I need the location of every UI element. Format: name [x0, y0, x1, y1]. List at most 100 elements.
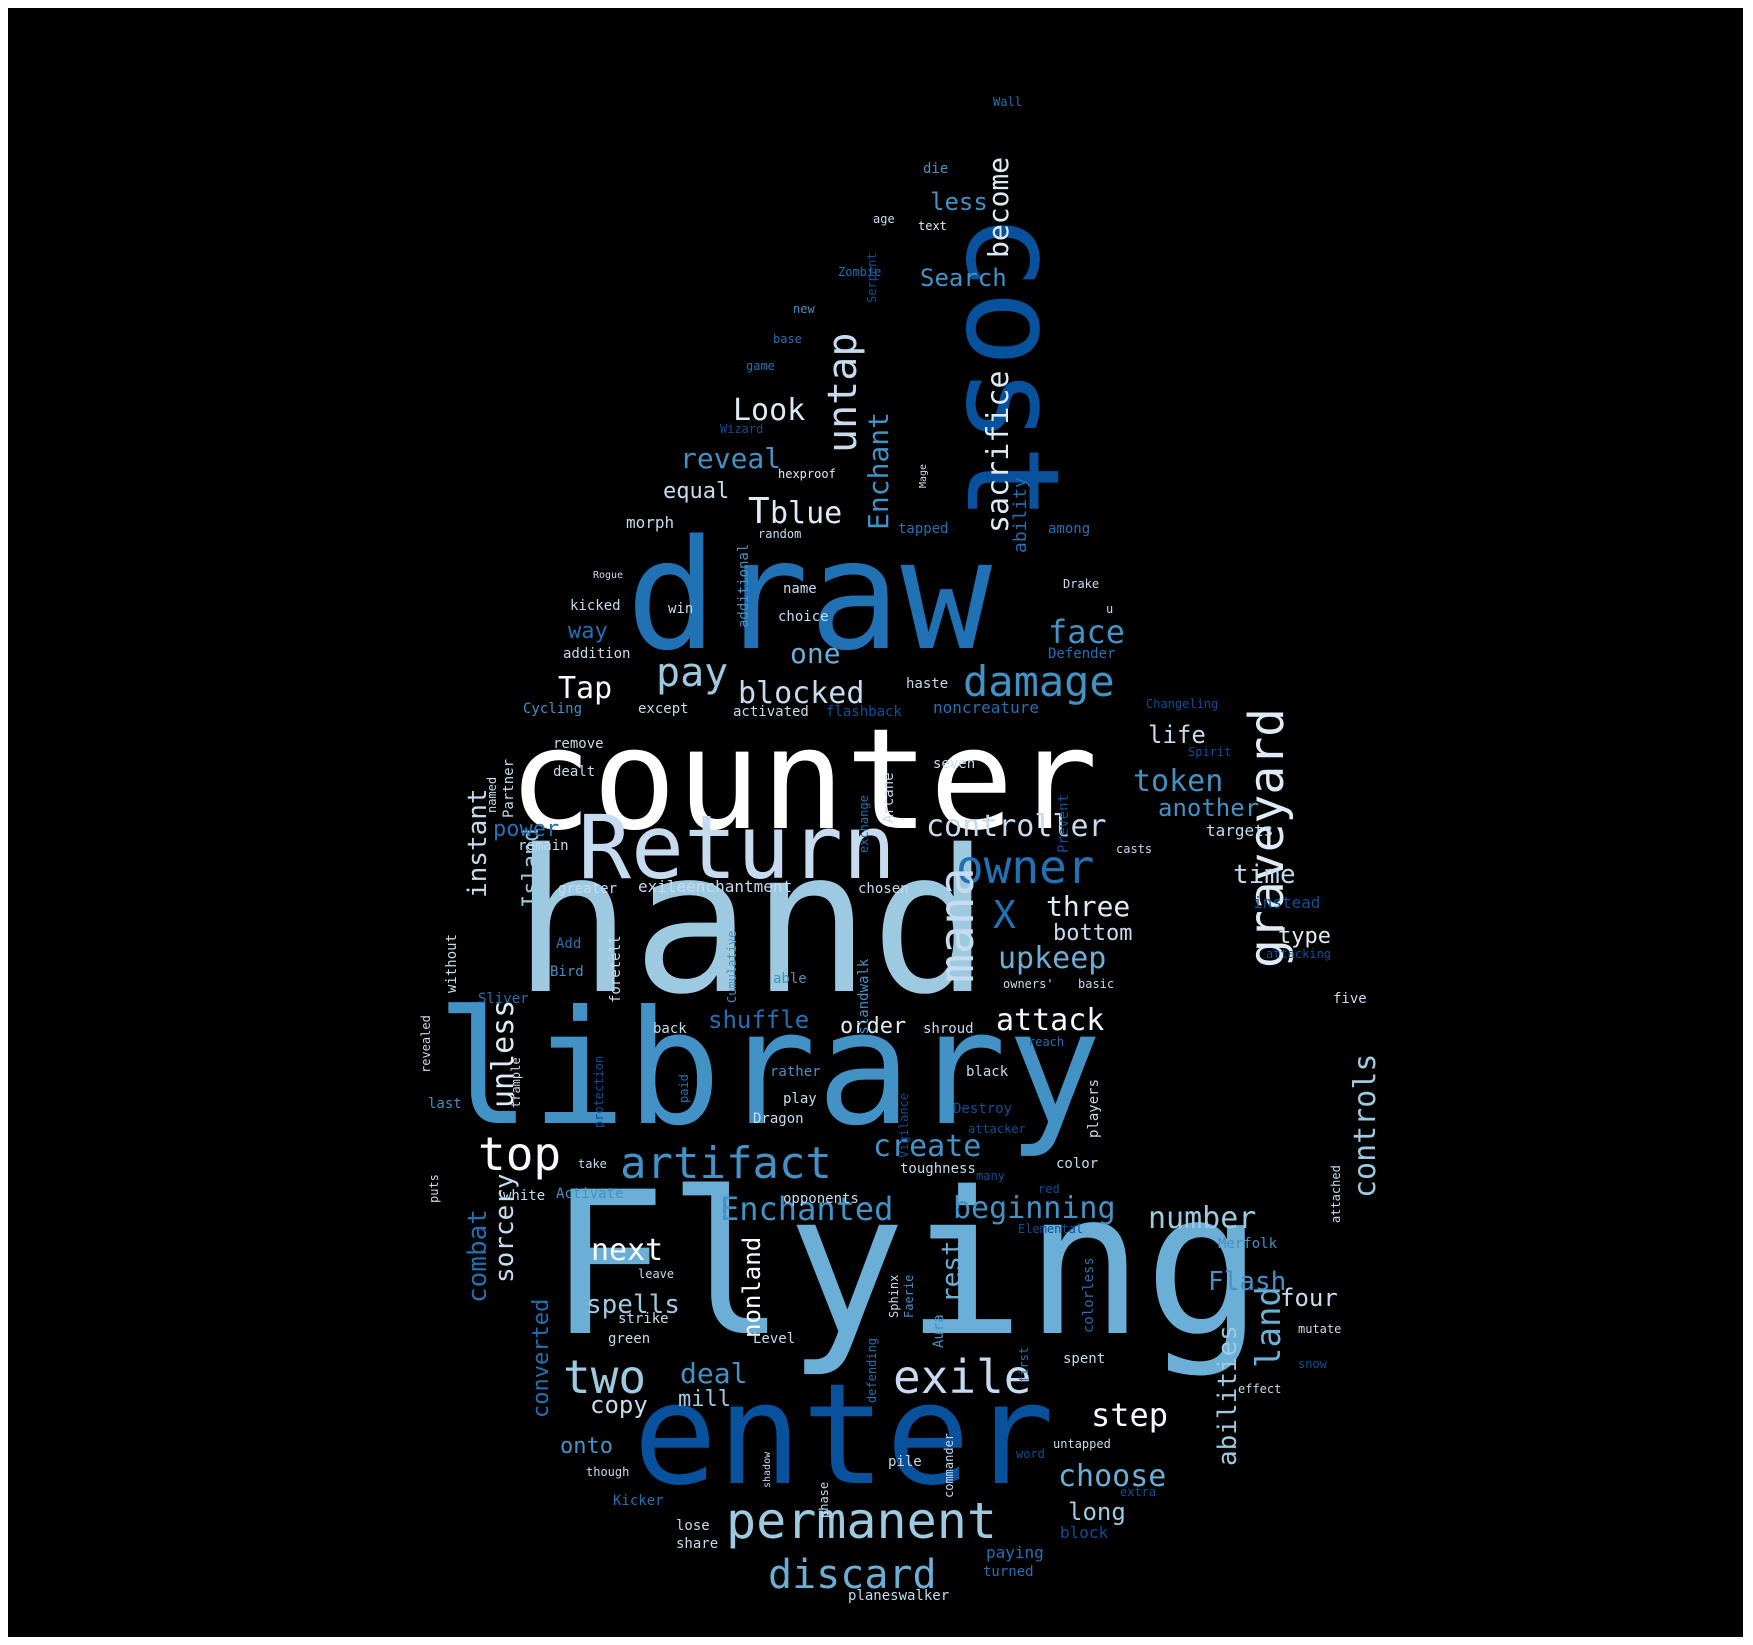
word-reach: reach: [1028, 1035, 1064, 1049]
word-pay: pay: [656, 650, 728, 696]
word-extra: extra: [1120, 1485, 1156, 1499]
word-kicker: Kicker: [613, 1493, 664, 1509]
word-mana: mana: [929, 867, 985, 983]
word-lose: lose: [676, 1518, 710, 1534]
word-sacrifice: sacrifice: [981, 370, 1016, 533]
word-puts: puts: [427, 1174, 441, 1203]
word-islandwalk: Islandwalk: [856, 958, 872, 1043]
word-foretell: foretell: [608, 936, 624, 1003]
word-haste: haste: [906, 676, 948, 692]
word-die: die: [923, 161, 948, 177]
word-kicked: kicked: [570, 598, 621, 614]
word-mill: mill: [678, 1387, 731, 1412]
word-pile: pile: [888, 1454, 922, 1470]
word-four: four: [1280, 1284, 1338, 1312]
word-rather: rather: [770, 1064, 821, 1080]
word-time: time: [1233, 860, 1296, 890]
word-last: last: [428, 1096, 462, 1112]
word-targets: targets: [1206, 821, 1273, 840]
word-wizard: Wizard: [720, 422, 763, 436]
word-red: red: [1038, 1182, 1060, 1196]
word-colorless: colorless: [1081, 1257, 1097, 1333]
word-five: five: [1333, 991, 1367, 1007]
word-dragon: Dragon: [753, 1111, 804, 1127]
word-power: power: [493, 817, 559, 842]
word-first: first: [1017, 1347, 1031, 1383]
word-flying: Flying: [548, 1149, 1263, 1380]
word-aura: Aura: [931, 1314, 947, 1348]
word-beginning: beginning: [953, 1191, 1116, 1226]
word-destroy: Destroy: [953, 1101, 1012, 1117]
word-copy: copy: [590, 1391, 648, 1419]
word-attacker: attacker: [968, 1122, 1026, 1136]
word-faerie: Faerie: [902, 1275, 916, 1318]
word-cloud: Flying hand library counter draw enter c…: [419, 95, 1383, 1604]
word-flashback: flashback: [826, 704, 902, 720]
word-green: green: [608, 1331, 650, 1347]
word-type: type: [1278, 924, 1331, 949]
word-paid: paid: [677, 1074, 691, 1103]
word-protection: protection: [592, 1056, 606, 1128]
word-onto: onto: [560, 1434, 613, 1459]
word-number: number: [1148, 1201, 1256, 1236]
word-activate: Activate: [556, 1186, 623, 1202]
word-choice: choice: [778, 609, 829, 625]
word-basic: basic: [1078, 977, 1114, 991]
word-take: take: [578, 1157, 607, 1171]
word-unless: unless: [486, 1000, 521, 1108]
word-one: one: [790, 637, 841, 670]
word-elemental: Elemental: [1018, 1222, 1083, 1236]
word-attacking: attacking: [1266, 947, 1331, 961]
word-snow: snow: [1298, 1357, 1328, 1371]
word-shroud: shroud: [923, 1021, 974, 1037]
word-upkeep: upkeep: [998, 941, 1106, 976]
word-many: many: [976, 1169, 1005, 1183]
word-play: play: [783, 1091, 817, 1107]
word-revealed: revealed: [419, 1015, 433, 1073]
word-named: named: [485, 777, 499, 813]
word-flash: Flash: [1208, 1267, 1286, 1297]
word-text: text: [918, 219, 947, 233]
word-back: back: [653, 1021, 687, 1037]
word-sorcery: sorcery: [490, 1173, 520, 1283]
word-reveal: reveal: [680, 442, 781, 475]
word-serpent: Serpent: [865, 252, 879, 303]
word-black: black: [966, 1064, 1009, 1080]
word-return: Return: [578, 796, 896, 899]
word-additional: additional: [736, 544, 752, 628]
word-addition: addition: [563, 646, 630, 662]
word-morph: morph: [626, 513, 674, 532]
word-players: players: [1086, 1079, 1102, 1138]
word-damage: damage: [963, 657, 1115, 706]
word-rest: rest: [937, 1240, 967, 1303]
word-discard: discard: [768, 1552, 937, 1598]
word-wall: Wall: [993, 95, 1022, 109]
word-graveyard: graveyard: [1239, 708, 1295, 968]
word-exchange: exchange: [857, 795, 871, 853]
word-partner: Partner: [501, 759, 517, 818]
word-tap: Tap: [558, 671, 612, 706]
word-converted: converted: [529, 1299, 554, 1418]
word-spent: spent: [1063, 1351, 1105, 1367]
word-word: word: [1016, 1447, 1045, 1461]
word-become: become: [982, 157, 1015, 258]
word-block: block: [1060, 1523, 1109, 1542]
word-sliver: Sliver: [478, 991, 529, 1007]
word-look: Look: [733, 393, 805, 428]
word-white: white: [503, 1188, 545, 1204]
word-effect: effect: [1238, 1382, 1281, 1396]
word-arcane: Arcane: [881, 772, 897, 823]
word-game: game: [746, 359, 775, 373]
word-casts: casts: [1116, 842, 1152, 856]
word-mage: Mage: [918, 464, 929, 488]
word-library: library: [436, 977, 1102, 1161]
word-hexproof: hexproof: [778, 467, 836, 481]
word-random: random: [758, 527, 801, 541]
word-bird: Bird: [550, 964, 584, 980]
word-enchant: Enchant: [862, 412, 895, 530]
word-planeswalker: planeswalker: [848, 1588, 949, 1604]
word-blue: blue: [770, 496, 842, 531]
word-step: step: [1091, 1396, 1168, 1434]
word-defending: defending: [865, 1338, 879, 1403]
word-new: new: [793, 302, 815, 316]
